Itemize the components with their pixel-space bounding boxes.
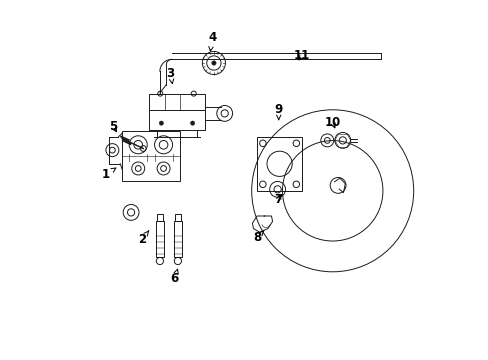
Bar [175,214,181,221]
Text: 6: 6 [170,269,178,285]
Text: 9: 9 [274,103,282,120]
Circle shape [211,61,216,65]
Circle shape [159,121,163,125]
Bar [257,137,302,191]
Text: 5: 5 [109,120,117,132]
Text: 11: 11 [293,49,309,62]
Text: 3: 3 [166,67,174,84]
Bar [122,131,179,181]
Text: 10: 10 [324,116,340,129]
Bar [155,221,164,257]
Text: 1: 1 [102,168,116,181]
Bar [157,214,163,221]
Text: 7: 7 [274,193,282,206]
Bar [173,221,182,257]
Text: 8: 8 [252,231,264,244]
Circle shape [190,121,194,125]
Text: 2: 2 [138,231,148,246]
Bar [149,94,204,130]
Text: 4: 4 [207,31,216,51]
